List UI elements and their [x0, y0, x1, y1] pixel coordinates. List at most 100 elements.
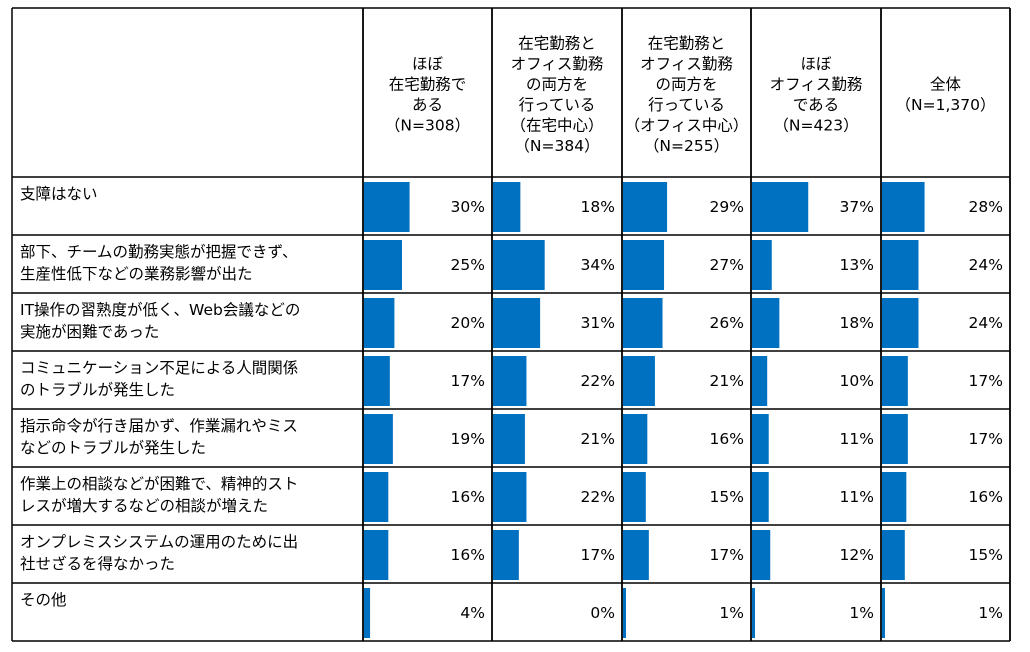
value-label-r7-c2: 17%	[581, 546, 615, 564]
row-label-7-line-2: 社せざるを得なかった	[20, 554, 175, 573]
bar-r8-c4	[752, 588, 755, 638]
value-label-r6-c1: 16%	[451, 488, 485, 506]
column-header-3-line-2: オフィス勤務	[640, 55, 733, 73]
column-header-1-line-2: 在宅勤務で	[389, 75, 467, 93]
value-label-r5-c1: 19%	[451, 430, 485, 448]
value-label-r5-c2: 21%	[581, 430, 615, 448]
bar-r4-c2	[493, 356, 527, 406]
column-header-5-line-1: 全体	[930, 75, 962, 93]
value-label-r3-c5: 24%	[969, 314, 1003, 332]
column-header-3-line-5: （オフィス中心）	[625, 116, 749, 134]
column-header-3-line-1: 在宅勤務と	[648, 34, 726, 52]
row-label-2-line-1: 部下、チームの勤務実態が把握できず、	[20, 243, 297, 261]
column-header-2-line-3: の両方を	[526, 75, 588, 93]
column-header-4-line-1: ほぼ	[800, 55, 832, 73]
row-label-2-line-2: 生産性低下などの業務影響が出た	[20, 265, 253, 283]
value-label-r7-c5: 15%	[969, 546, 1003, 564]
value-label-r7-c3: 17%	[710, 546, 744, 564]
value-label-r3-c4: 18%	[840, 314, 874, 332]
bar-r4-c5	[882, 356, 908, 406]
bar-r6-c1	[364, 472, 389, 522]
value-label-r1-c4: 37%	[840, 198, 874, 216]
column-header-3-line-6: （N=255）	[644, 137, 729, 155]
value-label-r7-c4: 12%	[840, 546, 874, 564]
column-header-2-line-5: （在宅中心）	[510, 116, 603, 134]
value-label-r4-c3: 21%	[710, 372, 744, 390]
value-label-r6-c2: 22%	[581, 488, 615, 506]
value-label-r3-c2: 31%	[581, 314, 615, 332]
row-label-6-line-1: 作業上の相談などが困難で、精神的スト	[20, 475, 298, 493]
column-header-5-line-2: （N=1,370）	[896, 96, 996, 114]
bar-r4-c1	[364, 356, 390, 406]
value-label-r4-c1: 17%	[451, 372, 485, 390]
bar-r4-c4	[752, 356, 768, 406]
bar-r8-c1	[364, 588, 371, 638]
bar-r3-c4	[752, 298, 780, 348]
column-header-4-line-3: である	[793, 96, 839, 114]
bar-r2-c4	[752, 240, 772, 290]
value-label-r6-c3: 15%	[710, 488, 744, 506]
value-label-r3-c3: 26%	[710, 314, 744, 332]
value-label-r2-c3: 27%	[710, 256, 744, 274]
row-label-4-line-2: のトラブルが発生した	[20, 380, 175, 399]
column-header-3-line-4: 行っている	[648, 96, 725, 114]
value-label-r1-c5: 28%	[969, 198, 1003, 216]
column-header-1-line-1: ほぼ	[412, 55, 444, 73]
bar-r6-c4	[752, 472, 769, 522]
value-label-r1-c2: 18%	[581, 198, 615, 216]
bar-r5-c1	[364, 414, 393, 464]
value-label-r2-c5: 24%	[969, 256, 1003, 274]
value-label-r8-c5: 1%	[978, 604, 1003, 622]
column-header-1-line-3: ある	[412, 96, 443, 114]
value-label-r4-c5: 17%	[969, 372, 1003, 390]
value-label-r5-c4: 11%	[840, 430, 874, 448]
row-label-6-line-2: レスが増大するなどの相談が増えた	[20, 497, 268, 515]
column-header-1-line-4: （N=308）	[385, 116, 470, 134]
bar-r7-c5	[882, 530, 905, 580]
bar-r4-c3	[623, 356, 655, 406]
bar-r3-c3	[623, 298, 663, 348]
value-label-r2-c2: 34%	[581, 256, 615, 274]
column-header-4-line-4: （N=423）	[773, 116, 858, 134]
row-label-3-line-1: IT操作の習熟度が低く、Web会議などの	[20, 301, 300, 319]
value-label-r6-c4: 11%	[840, 488, 874, 506]
value-label-r1-c1: 30%	[451, 198, 485, 216]
row-label-4-line-1: コミュニケーション不足による人間関係	[20, 359, 298, 377]
value-label-r8-c4: 1%	[849, 604, 874, 622]
bar-r6-c3	[623, 472, 646, 522]
column-header-3-line-3: の両方を	[655, 75, 717, 93]
value-label-r4-c4: 10%	[840, 372, 874, 390]
bar-r3-c5	[882, 298, 919, 348]
value-label-r2-c1: 25%	[451, 256, 485, 274]
bar-r5-c5	[882, 414, 908, 464]
row-label-5-line-2: などのトラブルが発生した	[20, 438, 206, 457]
bar-r3-c2	[493, 298, 541, 348]
row-label-7-line-1: オンプレミスシステムの運用のために出	[20, 533, 298, 551]
bar-r1-c3	[623, 182, 668, 232]
bar-r7-c3	[623, 530, 649, 580]
value-label-r1-c3: 29%	[710, 198, 744, 216]
bar-r1-c5	[882, 182, 925, 232]
value-label-r8-c3: 1%	[719, 604, 744, 622]
bar-r5-c2	[493, 414, 525, 464]
bar-r2-c2	[493, 240, 545, 290]
bar-r8-c5	[882, 588, 885, 638]
row-label-1-line-1: 支障はない	[20, 185, 98, 203]
value-label-r2-c4: 13%	[840, 256, 874, 274]
bar-r1-c4	[752, 182, 809, 232]
row-label-3-line-2: 実施が困難であった	[20, 323, 159, 341]
bar-r7-c4	[752, 530, 771, 580]
bar-r2-c3	[623, 240, 665, 290]
value-label-r3-c1: 20%	[451, 314, 485, 332]
row-label-5-line-1: 指示命令が行き届かず、作業漏れやミス	[20, 417, 298, 435]
value-label-r5-c5: 17%	[969, 430, 1003, 448]
bar-r3-c1	[364, 298, 395, 348]
bar-r6-c2	[493, 472, 527, 522]
column-header-2-line-1: 在宅勤務と	[518, 34, 596, 52]
column-header-2-line-2: オフィス勤務	[511, 55, 604, 73]
value-label-r7-c1: 16%	[451, 546, 485, 564]
value-label-r6-c5: 16%	[969, 488, 1003, 506]
value-label-r5-c3: 16%	[710, 430, 744, 448]
bar-r2-c1	[364, 240, 402, 290]
